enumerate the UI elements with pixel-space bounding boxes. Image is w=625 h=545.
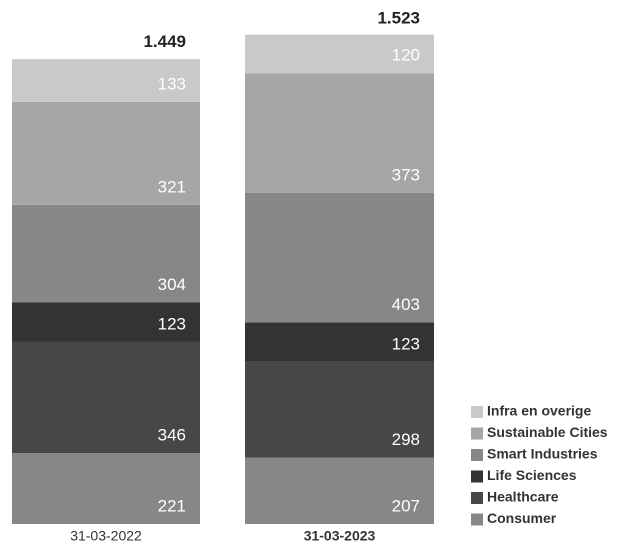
bar-segment — [12, 59, 200, 102]
legend-swatch — [471, 492, 483, 504]
x-label: 31-03-2023 — [304, 528, 376, 544]
legend-label: Consumer — [487, 510, 557, 526]
segment-label: 321 — [158, 177, 186, 196]
segment-label: 123 — [158, 314, 186, 333]
legend-swatch — [471, 427, 483, 440]
segment-label: 304 — [158, 275, 186, 294]
total-label: 1.449 — [143, 32, 186, 51]
segment-label: 403 — [392, 295, 420, 314]
segment-label: 120 — [392, 46, 420, 65]
legend-label: Life Sciences — [487, 467, 577, 483]
legend-swatch — [471, 406, 483, 418]
segment-label: 207 — [392, 496, 420, 515]
legend-label: Infra en overige — [487, 403, 591, 419]
bar-segment — [245, 34, 434, 74]
segment-label: 133 — [158, 74, 186, 93]
segment-label: 346 — [158, 426, 186, 445]
bar-segment — [245, 192, 434, 323]
bar-segment — [245, 361, 434, 458]
bar-segment — [12, 302, 200, 342]
legend-label: Smart Industries — [487, 446, 598, 462]
segment-label: 221 — [158, 496, 186, 515]
legend-swatch — [471, 513, 483, 526]
bar-segment — [12, 341, 200, 454]
legend-label: Healthcare — [487, 489, 559, 505]
legend-swatch — [471, 470, 483, 483]
segment-label: 123 — [392, 334, 420, 353]
legend-swatch — [471, 449, 483, 461]
bar-segment — [245, 73, 434, 193]
bar-segment — [12, 204, 200, 303]
bar-segment — [245, 322, 434, 362]
legend-label: Sustainable Cities — [487, 424, 608, 440]
bar-segment — [12, 101, 200, 205]
segment-label: 298 — [392, 430, 420, 449]
bar-segment — [245, 457, 434, 524]
segment-label: 373 — [392, 165, 420, 184]
total-label: 1.523 — [377, 8, 420, 27]
bar-segment — [12, 453, 200, 524]
x-label: 31-03-2022 — [70, 528, 142, 544]
